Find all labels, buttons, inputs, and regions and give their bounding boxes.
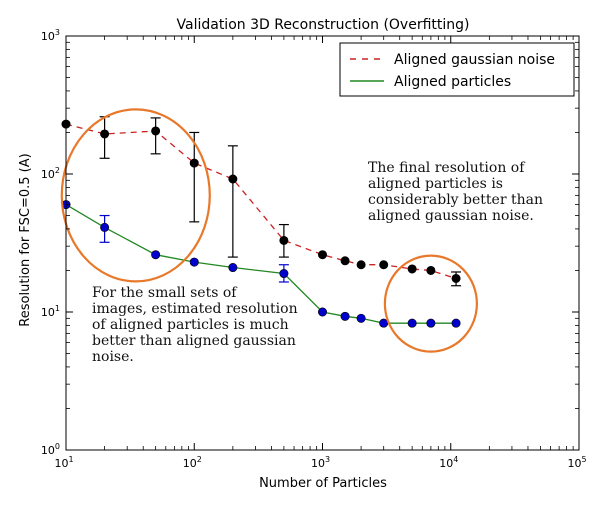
highlight-small-sets	[60, 108, 211, 283]
x-tick-label: 104	[439, 455, 458, 470]
y-tick-label: 101	[41, 304, 60, 319]
error-bar	[150, 117, 161, 155]
highlight-final-resolution	[383, 254, 478, 353]
data-point	[407, 318, 417, 328]
x-tick-label: 102	[183, 455, 202, 470]
x-axis-label: Number of Particles	[259, 476, 387, 491]
data-point	[279, 269, 289, 279]
y-axis-label: Resolution for FSC=0.5 (A)	[18, 153, 33, 326]
data-point	[340, 311, 350, 321]
x-tick-label: 103	[311, 455, 330, 470]
series-0	[61, 116, 462, 287]
data-point	[189, 257, 199, 267]
data-point	[451, 273, 461, 283]
data-point	[451, 318, 461, 328]
annotation-final-resolution: The final resolution of aligned particle…	[368, 160, 543, 224]
legend-label-1: Aligned particles	[394, 74, 511, 90]
data-point	[100, 222, 110, 232]
data-point	[356, 260, 366, 270]
data-point	[426, 265, 436, 275]
x-tick-label: 101	[54, 455, 73, 470]
series-1	[61, 200, 461, 328]
data-point	[151, 250, 161, 260]
data-point	[228, 263, 238, 273]
data-point	[379, 260, 389, 270]
data-point	[356, 313, 366, 323]
data-point	[151, 126, 161, 136]
data-point	[189, 158, 199, 168]
y-tick-label: 102	[41, 166, 60, 181]
data-point	[100, 129, 110, 139]
highlight-layer	[60, 108, 478, 353]
error-bar	[189, 131, 200, 223]
data-point	[279, 235, 289, 245]
legend-box	[339, 42, 575, 97]
plot-area	[66, 36, 579, 450]
legend: Aligned gaussian noise Aligned particles	[339, 42, 575, 97]
legend-label-0: Aligned gaussian noise	[394, 52, 555, 68]
error-bar	[227, 145, 238, 258]
data-point	[426, 318, 436, 328]
y-tick-label: 103	[41, 28, 60, 43]
data-point	[228, 174, 238, 184]
data-point	[317, 250, 327, 260]
annotation-small-sets: For the small sets of images, estimated …	[92, 285, 298, 365]
plot-background	[66, 36, 579, 450]
data-point	[317, 307, 327, 317]
chart-title: Validation 3D Reconstruction (Overfittin…	[177, 17, 470, 33]
data-point	[340, 256, 350, 266]
y-tick-label: 100	[41, 442, 60, 457]
x-tick-label: 105	[567, 455, 586, 470]
data-point	[407, 264, 417, 274]
series-layer	[61, 116, 462, 328]
